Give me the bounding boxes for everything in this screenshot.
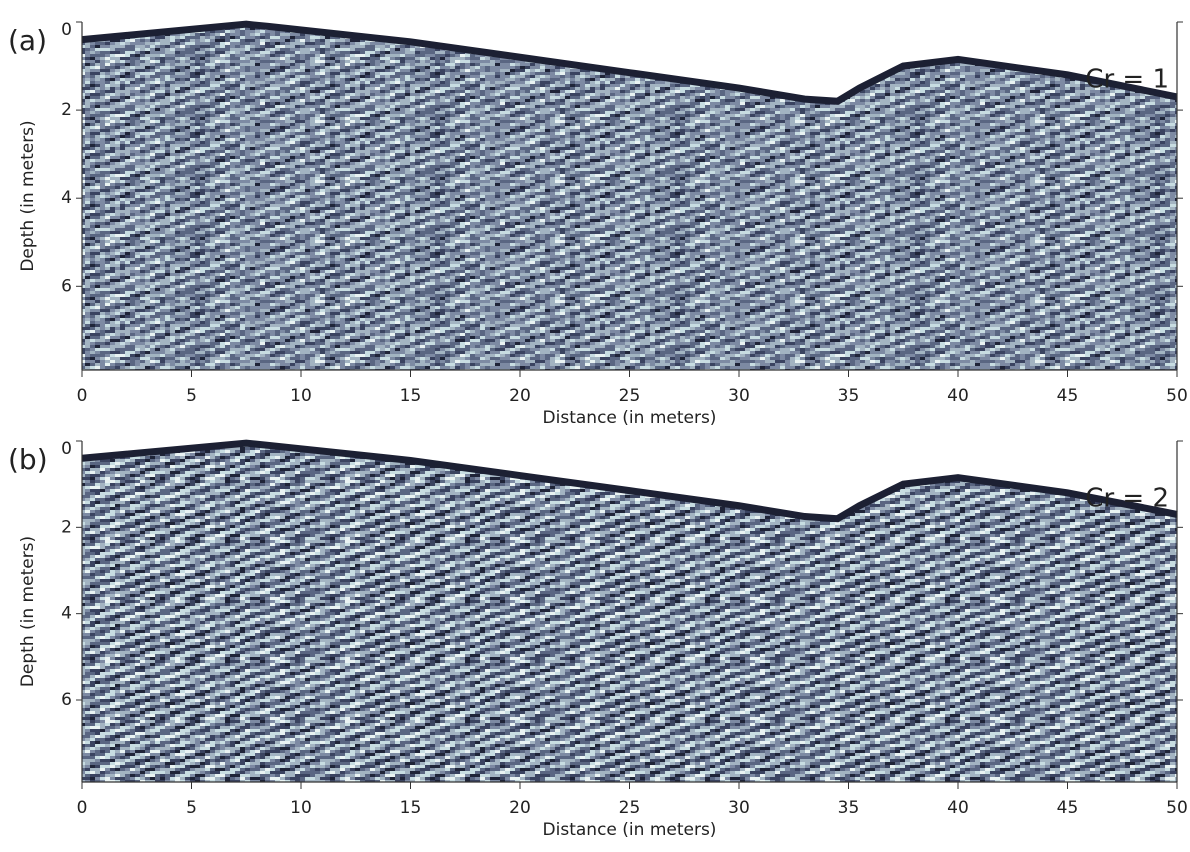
x-tick-label: 45 [1057,386,1079,406]
x-tick-label: 5 [186,386,197,406]
y-tick-label: 4 [61,604,72,624]
x-tick-label: 20 [509,386,531,406]
x-tick-label: 5 [186,798,197,818]
y-tick-label: 6 [61,690,72,710]
y-tick-label: 0 [61,20,72,40]
x-tick-label: 50 [1166,798,1188,818]
surface-line [81,439,1178,523]
surface-line [81,20,1178,105]
annotation: Cr = 2 [1085,484,1169,514]
panel-label: (a) [8,24,47,57]
x-axis-label: Distance (in meters) [543,820,717,840]
x-tick-label: 40 [947,798,969,818]
x-tick-label: 15 [400,386,422,406]
x-tick-label: 45 [1057,798,1079,818]
y-tick-label: 6 [61,276,72,296]
x-tick-label: 30 [728,798,750,818]
x-tick-label: 35 [838,798,860,818]
radargram-image [82,24,1177,370]
radargram-image [82,443,1177,782]
x-tick-label: 35 [838,386,860,406]
x-tick-label: 15 [400,798,422,818]
x-tick-label: 20 [509,798,531,818]
x-tick-label: 0 [77,798,88,818]
y-tick-label: 2 [61,517,72,537]
x-axis-label: Distance (in meters) [543,408,717,428]
y-tick-label: 0 [61,439,72,459]
panel-label: (b) [8,443,48,476]
x-tick-label: 25 [619,386,641,406]
x-tick-label: 10 [290,386,312,406]
x-tick-label: 10 [290,798,312,818]
x-tick-label: 50 [1166,386,1188,406]
x-tick-label: 30 [728,386,750,406]
y-axis-label: Depth (in meters) [18,536,38,687]
y-axis-label: Depth (in meters) [18,120,38,271]
x-tick-label: 25 [619,798,641,818]
y-tick-label: 4 [61,188,72,208]
annotation: Cr = 1 [1085,65,1169,95]
y-tick-label: 2 [61,100,72,120]
x-tick-label: 40 [947,386,969,406]
x-tick-label: 0 [77,386,88,406]
